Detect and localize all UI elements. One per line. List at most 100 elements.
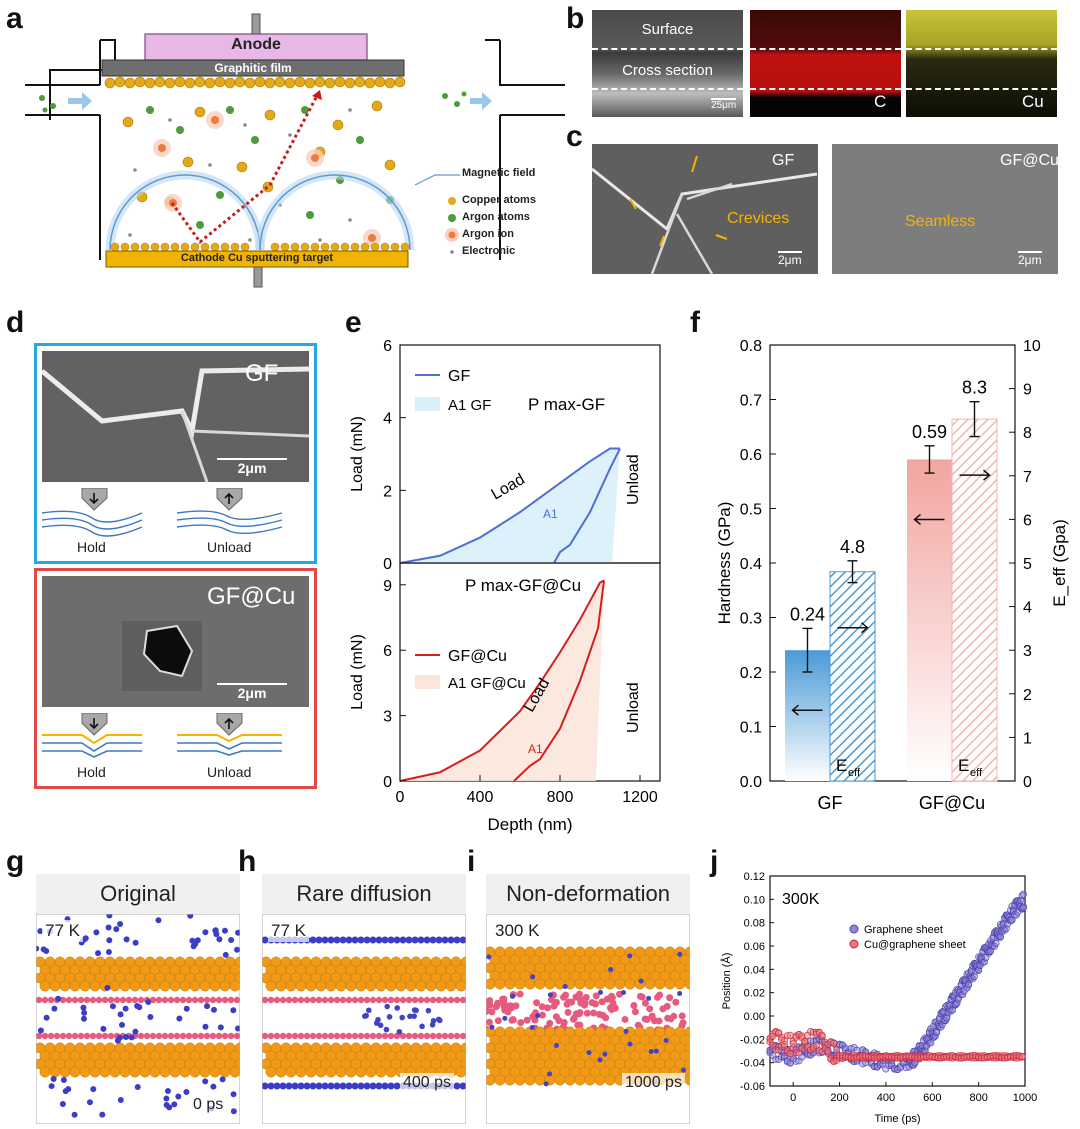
md-atom-argon (598, 989, 604, 995)
chart-e-area-label-0: A1 (543, 507, 558, 521)
md-atom-copper (460, 956, 466, 968)
md-atom-copper (624, 978, 636, 990)
chart-j-xtick-label: 600 (923, 1092, 941, 1104)
chart-j-ytick-label: 0.04 (744, 964, 765, 976)
chart-j-point-0 (959, 991, 967, 999)
md-atom-argon (147, 1013, 154, 1020)
chart-f-label-hardness-1: 0.59 (912, 422, 947, 442)
chart-f-category-1: GF@Cu (919, 793, 985, 813)
md-atom-graphene (155, 996, 163, 1004)
chart-f-y2label: E_eff (Gpa) (1050, 519, 1069, 607)
md-atom-graphene (509, 1016, 517, 1024)
chart-j-point-0 (1020, 904, 1028, 912)
md-atom-graphene (149, 1032, 157, 1040)
md-atom-argon (210, 1083, 217, 1090)
md-atom-graphene (345, 1032, 353, 1040)
md-atom-graphene (429, 1032, 437, 1040)
md-atom-graphene (499, 995, 507, 1003)
md-atom-copper (169, 1066, 181, 1078)
md-atom-argon (377, 1022, 384, 1029)
md-atom-graphene (333, 996, 341, 1004)
md-atom-graphene (569, 1015, 577, 1023)
md-atom-graphene (179, 1032, 187, 1040)
chart-f-ytick-label: 0.2 (740, 665, 762, 682)
md-atom-argon (113, 926, 120, 933)
md-atom-argon (535, 1013, 541, 1019)
md-atom-argon (417, 936, 425, 944)
md-atom-argon (393, 1082, 401, 1090)
md-atom-copper (679, 970, 690, 982)
md-atom-graphene (453, 1032, 461, 1040)
chart-e-legend-area-1: A1 GF@Cu (448, 675, 526, 692)
md-atom-copper (460, 1058, 466, 1070)
md-atom-graphene (678, 1012, 686, 1020)
md-atom-graphene (611, 1004, 619, 1012)
md-atom-argon (176, 1015, 183, 1022)
md-atom-graphene (609, 999, 617, 1007)
chart-j-ytick-label: 0.08 (744, 918, 765, 930)
chart-j-xtick-label: 0 (790, 1092, 796, 1104)
md-atom-graphene (221, 996, 229, 1004)
chart-f-y2tick-label: 7 (1023, 469, 1032, 486)
md-atom-graphene (423, 1032, 431, 1040)
chart-j-ytick-label: -0.06 (740, 1081, 765, 1093)
md-atom-argon (529, 1025, 535, 1031)
md-atom-graphene (179, 996, 187, 1004)
md-atom-argon (648, 1049, 654, 1055)
md-atom-argon (117, 1097, 124, 1104)
chart-f-label-eeff-0: 4.8 (840, 537, 865, 557)
chart-j-point-0 (946, 1000, 954, 1008)
md-atom-argon (51, 1005, 58, 1012)
md-atom-copper (234, 956, 240, 968)
md-atom-copper (275, 980, 287, 992)
md-atom-copper (89, 1066, 101, 1078)
chart-j-point-0 (943, 1014, 951, 1022)
md-atom-copper (89, 980, 101, 992)
chart-j-ytick-label: 0.06 (744, 941, 765, 953)
md-atom-copper (679, 954, 690, 966)
md-atom-argon (99, 1111, 106, 1118)
eds-carbon-map (750, 10, 901, 117)
md-snapshot-rare-diffusion (262, 914, 466, 1124)
md-atom-argon (407, 1013, 413, 1020)
md-atom-argon (60, 1077, 67, 1084)
chart-f-y2tick-label: 0 (1023, 774, 1032, 791)
md-atom-argon (100, 1025, 107, 1032)
md-atom-argon (384, 1003, 390, 1010)
md-atom-copper (109, 980, 121, 992)
md-atom-graphene (560, 1018, 568, 1026)
md-atom-graphene (357, 996, 365, 1004)
md-atom-graphene (441, 996, 449, 1004)
md-atom-graphene (598, 998, 606, 1006)
md-atom-graphene (149, 996, 157, 1004)
md-atom-argon (419, 1023, 425, 1030)
md-atom-copper (189, 1066, 201, 1078)
md-atom-copper (179, 980, 191, 992)
md-atom-graphene (119, 996, 127, 1004)
md-atom-graphene (71, 1032, 79, 1040)
panel-label-b: b (566, 2, 585, 35)
md-atom-argon (80, 1015, 87, 1022)
md-atom-argon (204, 1003, 211, 1010)
md-atom-argon (80, 1004, 87, 1011)
md-atom-argon (453, 1082, 461, 1090)
sem-gf-indent (42, 351, 309, 482)
md-atom-copper (365, 1066, 377, 1078)
md-atom-graphene (233, 1032, 240, 1040)
md-atom-graphene (375, 996, 383, 1004)
chart-j-ytick-label: 0.02 (744, 988, 765, 1000)
chart-j-title: 300K (782, 891, 820, 908)
md-atom-copper (149, 1066, 161, 1078)
chart-f-arrow-right-1 (959, 469, 991, 481)
md-atom-copper (335, 1066, 347, 1078)
md-atom-graphene (215, 1032, 223, 1040)
md-atom-copper (265, 1066, 277, 1078)
md-atom-graphene (297, 996, 305, 1004)
md-atom-argon (309, 936, 317, 944)
chart-e-line-1-0 (399, 579, 605, 782)
md-atom-copper (79, 1066, 91, 1078)
md-atom-copper (684, 1042, 690, 1054)
md-atom-copper (574, 1074, 586, 1086)
md-atom-argon (117, 921, 124, 928)
md-atom-graphene (547, 996, 555, 1004)
